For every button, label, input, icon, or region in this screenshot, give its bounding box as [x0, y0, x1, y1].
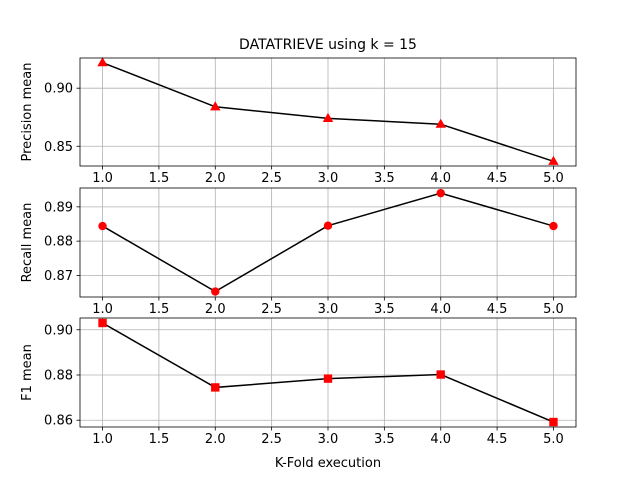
x-tick-label: 1.0	[92, 171, 113, 186]
y-tick-label: 0.86	[44, 414, 73, 429]
x-tick-label: 1.5	[149, 302, 170, 317]
y-tick-label: 0.90	[44, 82, 73, 97]
data-point	[549, 221, 558, 231]
x-tick-label: 2.0	[205, 302, 226, 317]
subplots-layer: 1.0 1.5 2.0 2.5 3.0 3.5 4.0 4.5 5.0 0.85 0.90 Preci…	[20, 57, 577, 447]
y-axis-label: Recall mean	[20, 203, 35, 283]
data-point	[210, 101, 221, 111]
data-point	[98, 318, 107, 328]
y-axis-label: F1 mean	[20, 344, 35, 401]
x-tick-label: 5.0	[543, 171, 564, 186]
y-tick-label: 0.89	[44, 200, 73, 215]
subplot-3: 1.0 1.5 2.0 2.5 3.0 3.5 4.0 4.5 5.0 0.86 0.88 0.90 F…	[20, 317, 577, 447]
subplot-2: 1.0 1.5 2.0 2.5 3.0 3.5 4.0 4.5 5.0 0.87 0.88 0.89 R…	[20, 187, 577, 317]
x-tick-label: 2.5	[261, 171, 282, 186]
subplot-1: 1.0 1.5 2.0 2.5 3.0 3.5 4.0 4.5 5.0 0.85 0.90 Preci…	[20, 57, 577, 186]
data-point	[323, 221, 333, 230]
y-tick-label: 0.85	[44, 140, 73, 155]
x-tick-label: 3.5	[374, 432, 395, 447]
x-tick-label: 4.5	[487, 171, 508, 186]
x-tick-label: 2.0	[205, 171, 226, 186]
y-tick-label: 0.88	[44, 235, 73, 250]
x-tick-label: 3.0	[318, 432, 339, 447]
x-tick-label: 5.0	[543, 432, 564, 447]
x-tick-label: 1.5	[149, 171, 170, 186]
x-tick-label: 1.0	[92, 432, 113, 447]
x-tick-label: 1.5	[149, 432, 170, 447]
x-tick-label: 4.0	[430, 302, 451, 317]
data-point	[436, 370, 445, 379]
x-tick-label: 3.0	[318, 302, 339, 317]
x-tick-label: 4.5	[487, 302, 508, 317]
x-tick-label: 4.5	[487, 432, 508, 447]
data-point	[436, 188, 445, 198]
x-tick-label: 2.5	[261, 302, 282, 317]
data-point	[98, 221, 107, 231]
data-point	[548, 155, 559, 165]
data-point	[322, 112, 334, 122]
x-tick-label: 2.0	[205, 432, 226, 447]
y-tick-label: 0.90	[44, 323, 73, 338]
data-point	[97, 57, 108, 67]
x-axis-label: K-Fold execution	[275, 456, 381, 471]
x-tick-label: 3.5	[374, 171, 395, 186]
x-tick-label: 5.0	[543, 302, 564, 317]
x-tick-label: 2.5	[261, 432, 282, 447]
y-tick-label: 0.87	[44, 269, 73, 284]
x-tick-label: 4.0	[430, 171, 451, 186]
chart-title: DATATRIEVE using k = 15	[239, 37, 417, 53]
data-point	[323, 374, 333, 383]
y-axis-label: Precision mean	[20, 62, 35, 161]
data-point	[211, 383, 220, 392]
x-tick-label: 3.0	[318, 171, 339, 186]
y-tick-label: 0.88	[44, 368, 73, 383]
data-point	[435, 118, 446, 128]
x-tick-label: 4.0	[430, 432, 451, 447]
x-tick-label: 1.0	[92, 302, 113, 317]
x-tick-label: 3.5	[374, 302, 395, 317]
data-point	[211, 287, 220, 296]
data-point	[549, 417, 558, 427]
